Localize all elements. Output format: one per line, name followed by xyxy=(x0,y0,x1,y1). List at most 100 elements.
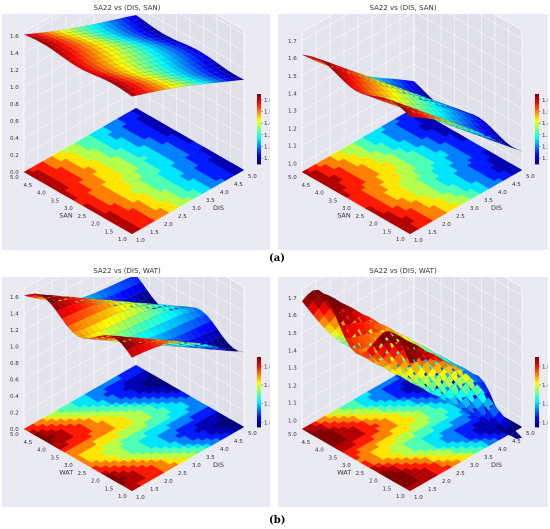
chart-panel-1: 1.0 1.5 2.0 2.5 3.0 3.5 4.0 4.5 5.0 1.0 1.5 2.0 2.5 3… xyxy=(2,14,270,250)
y-tick-label: 4.0 xyxy=(37,191,46,197)
y-tick-label: 3.5 xyxy=(329,198,338,204)
x-tick-label: 2.5 xyxy=(178,471,187,477)
x-axis-label: DIS xyxy=(213,461,224,469)
x-axis-label: DIS xyxy=(491,204,502,212)
floor-contour xyxy=(301,107,523,235)
y-tick-label: 1.5 xyxy=(105,486,114,492)
x-tick-label: 1.0 xyxy=(136,238,145,244)
x-tick-label: 3.5 xyxy=(484,198,493,204)
z-tick-label: 1.7 xyxy=(288,296,297,302)
x-tick-label: 4.0 xyxy=(498,447,507,453)
z-tick-label: 0.8 xyxy=(10,102,19,108)
x-tick-label: 2.5 xyxy=(456,471,465,477)
x-tick-label: 5.0 xyxy=(526,431,535,437)
z-tick-label: 0.6 xyxy=(10,378,19,384)
tick-labels: 1.0 1.5 2.0 2.5 3.0 3.5 4.0 4.5 5.0 1.0 1.5 2.0 2.5 3… xyxy=(10,34,257,244)
z-tick-label: 0.8 xyxy=(10,361,19,367)
x-tick-label: 4.5 xyxy=(512,439,521,445)
y-tick-label: 4.0 xyxy=(315,448,324,454)
caption-b: (b) xyxy=(269,515,286,526)
z-tick-label: 1.2 xyxy=(10,328,19,334)
z-tick-label: 1.0 xyxy=(288,418,297,424)
surface-mesh xyxy=(301,289,523,440)
chart-panel-2: 1.0 1.5 2.0 2.5 3.0 3.5 4.0 4.5 5.0 1.0 1.5 2.0 2.5 3… xyxy=(278,14,548,250)
z-tick-label: 1.6 xyxy=(10,295,19,301)
x-tick-label: 2.5 xyxy=(178,214,187,220)
x-tick-label: 4.0 xyxy=(220,190,229,196)
z-tick-label: 0.2 xyxy=(10,411,19,417)
x-tick-label: 3.0 xyxy=(192,206,201,212)
x-tick-label: 1.5 xyxy=(428,230,437,236)
x-tick-label: 4.5 xyxy=(234,182,243,188)
colorbar-tick-label: 1.4 xyxy=(542,121,548,127)
x-tick-label: 1.5 xyxy=(150,487,159,493)
x-tick-label: 1.0 xyxy=(136,495,145,501)
x-axis-label: DIS xyxy=(213,204,224,212)
y-tick-label: 2.5 xyxy=(78,471,87,477)
z-tick-label: 1.2 xyxy=(288,126,297,132)
z-tick-label: 1.4 xyxy=(10,312,19,318)
x-tick-label: 2.5 xyxy=(456,214,465,220)
y-tick-label: 2.0 xyxy=(91,222,100,228)
surface-mesh xyxy=(23,14,245,97)
z-tick-label: 1.4 xyxy=(288,348,297,354)
x-tick-label: 3.0 xyxy=(470,206,479,212)
colorbar-tick-label: 1.0 xyxy=(542,420,548,426)
z-tick-label: 1.0 xyxy=(10,345,19,351)
y-tick-label: 1.5 xyxy=(383,486,392,492)
colorbar-tick-label: 1.2 xyxy=(542,402,548,408)
y-tick-label: 2.5 xyxy=(356,471,365,477)
z-tick-label: 1.0 xyxy=(288,161,297,167)
y-tick-label: 5.0 xyxy=(288,432,297,438)
colorbar: 1.1 1.2 1.3 1.4 1.5 1.6 xyxy=(535,94,548,165)
caption-a: (a) xyxy=(269,253,285,264)
x-tick-label: 2.0 xyxy=(442,479,451,485)
colorbar-tick-label: 1.3 xyxy=(542,133,548,139)
y-tick-label: 1.0 xyxy=(118,237,127,243)
z-tick-label: 0.4 xyxy=(10,394,19,400)
z-tick-label: 1.6 xyxy=(288,313,297,319)
y-axis-label: WAT xyxy=(59,469,73,477)
x-tick-label: 3.5 xyxy=(484,455,493,461)
z-tick-label: 1.3 xyxy=(288,366,297,372)
y-tick-label: 2.0 xyxy=(91,479,100,485)
surface-chart-2: 1.0 1.5 2.0 2.5 3.0 3.5 4.0 4.5 5.0 1.0 1.5 2.0 2.5 3… xyxy=(288,14,548,244)
z-tick-label: 1.6 xyxy=(288,56,297,62)
chart-title-1: SA22 vs (DIS, SAN) xyxy=(93,4,161,12)
x-tick-label: 3.5 xyxy=(206,455,215,461)
y-tick-label: 2.0 xyxy=(369,222,378,228)
y-axis-label: WAT xyxy=(337,469,351,477)
z-tick-label: 0.0 xyxy=(10,170,19,176)
colorbar-tick-label: 1.2 xyxy=(542,145,548,151)
tick-labels: 1.0 1.5 2.0 2.5 3.0 3.5 4.0 4.5 5.0 1.0 1.5 2.0 2.5 3… xyxy=(288,296,535,501)
surface-chart-1: 1.0 1.5 2.0 2.5 3.0 3.5 4.0 4.5 5.0 1.0 1.5 2.0 2.5 3… xyxy=(10,14,270,244)
y-tick-label: 3.5 xyxy=(329,455,338,461)
colorbar: 1.0 1.2 1.4 1.6 xyxy=(257,357,270,428)
chart-title-4: SA22 vs (DIS, WAT) xyxy=(369,267,437,275)
z-tick-label: 1.4 xyxy=(10,51,19,57)
y-axis-label: SAN xyxy=(337,212,351,220)
colorbar: 1.0 1.2 1.4 1.6 xyxy=(535,357,548,428)
x-tick-label: 1.5 xyxy=(150,230,159,236)
y-tick-label: 4.0 xyxy=(315,191,324,197)
x-axis-label: DIS xyxy=(491,461,502,469)
colorbar-tick-label: 1.1 xyxy=(264,156,270,162)
surface-mesh xyxy=(301,54,523,152)
z-tick-label: 1.1 xyxy=(288,401,297,407)
chart-panel-4: 1.0 1.5 2.0 2.5 3.0 3.5 4.0 4.5 5.0 1.0 1.5 2.0 2.5 3… xyxy=(278,277,548,507)
z-tick-label: 1.2 xyxy=(10,68,19,74)
x-tick-label: 4.5 xyxy=(234,439,243,445)
colorbar-tick-label: 1.5 xyxy=(542,110,548,116)
colorbar-tick-label: 1.4 xyxy=(542,383,548,389)
surface-mesh xyxy=(23,277,245,358)
y-tick-label: 3.5 xyxy=(51,198,60,204)
y-tick-label: 1.0 xyxy=(396,494,405,500)
floor-contour xyxy=(23,364,245,492)
y-tick-label: 5.0 xyxy=(288,175,297,181)
y-tick-label: 4.5 xyxy=(24,440,33,446)
x-tick-label: 2.0 xyxy=(164,479,173,485)
y-tick-label: 1.0 xyxy=(396,237,405,243)
y-tick-label: 2.0 xyxy=(369,479,378,485)
x-tick-label: 2.0 xyxy=(442,222,451,228)
y-tick-label: 2.5 xyxy=(356,214,365,220)
